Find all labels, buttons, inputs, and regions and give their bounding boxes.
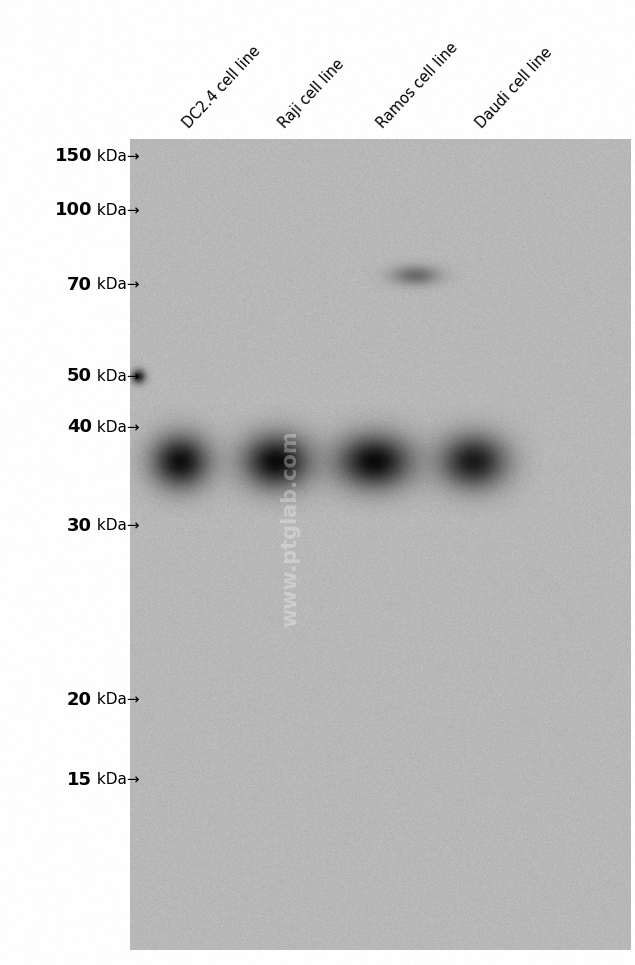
Text: kDa→: kDa→: [92, 420, 140, 435]
Text: kDa→: kDa→: [92, 518, 140, 534]
Text: kDa→: kDa→: [92, 369, 140, 384]
Text: kDa→: kDa→: [92, 149, 140, 164]
Text: 150: 150: [55, 148, 92, 165]
Text: kDa→: kDa→: [92, 203, 140, 218]
Text: www.ptglab.com: www.ptglab.com: [280, 430, 300, 626]
Text: kDa→: kDa→: [92, 277, 140, 292]
Text: 50: 50: [67, 368, 92, 385]
Text: 30: 30: [67, 517, 92, 535]
Text: 20: 20: [67, 691, 92, 708]
Text: 40: 40: [67, 419, 92, 436]
Text: Ramos cell line: Ramos cell line: [374, 40, 460, 131]
Text: Raji cell line: Raji cell line: [276, 56, 347, 131]
Text: Daudi cell line: Daudi cell line: [473, 44, 555, 131]
Text: kDa→: kDa→: [92, 692, 140, 707]
Text: 100: 100: [55, 202, 92, 219]
Text: kDa→: kDa→: [92, 772, 140, 787]
Text: 15: 15: [67, 771, 92, 788]
Text: DC2.4 cell line: DC2.4 cell line: [180, 43, 264, 131]
Text: 70: 70: [67, 276, 92, 293]
